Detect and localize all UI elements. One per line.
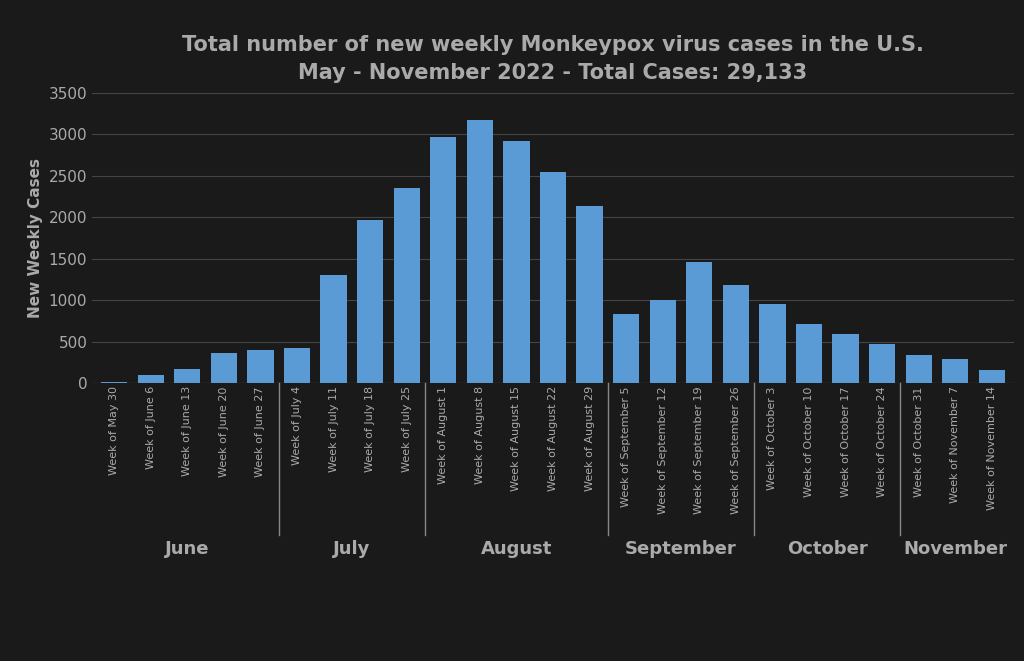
Text: September: September <box>625 541 737 559</box>
Text: November: November <box>903 541 1008 559</box>
Bar <box>686 262 713 383</box>
Title: Total number of new weekly Monkeypox virus cases in the U.S.
May - November 2022: Total number of new weekly Monkeypox vir… <box>182 34 924 83</box>
Bar <box>503 141 529 383</box>
Bar <box>284 348 310 383</box>
Text: October: October <box>786 541 867 559</box>
Bar <box>649 300 676 383</box>
Bar <box>796 323 822 383</box>
Bar <box>577 206 603 383</box>
Bar <box>430 137 457 383</box>
Bar <box>979 371 1005 383</box>
Bar <box>723 286 749 383</box>
Bar <box>211 354 237 383</box>
Bar <box>613 313 639 383</box>
Bar <box>174 369 201 383</box>
Bar <box>869 344 895 383</box>
Bar <box>540 173 566 383</box>
Y-axis label: New Weekly Cases: New Weekly Cases <box>28 158 43 318</box>
Bar <box>247 350 273 383</box>
Bar <box>833 334 859 383</box>
Bar <box>759 303 785 383</box>
Bar <box>905 355 932 383</box>
Bar <box>321 274 347 383</box>
Bar <box>101 381 127 383</box>
Bar <box>137 375 164 383</box>
Bar <box>942 360 969 383</box>
Text: August: August <box>480 541 552 559</box>
Bar <box>357 219 383 383</box>
Text: July: July <box>333 541 371 559</box>
Bar <box>467 120 493 383</box>
Text: June: June <box>165 541 210 559</box>
Bar <box>393 188 420 383</box>
